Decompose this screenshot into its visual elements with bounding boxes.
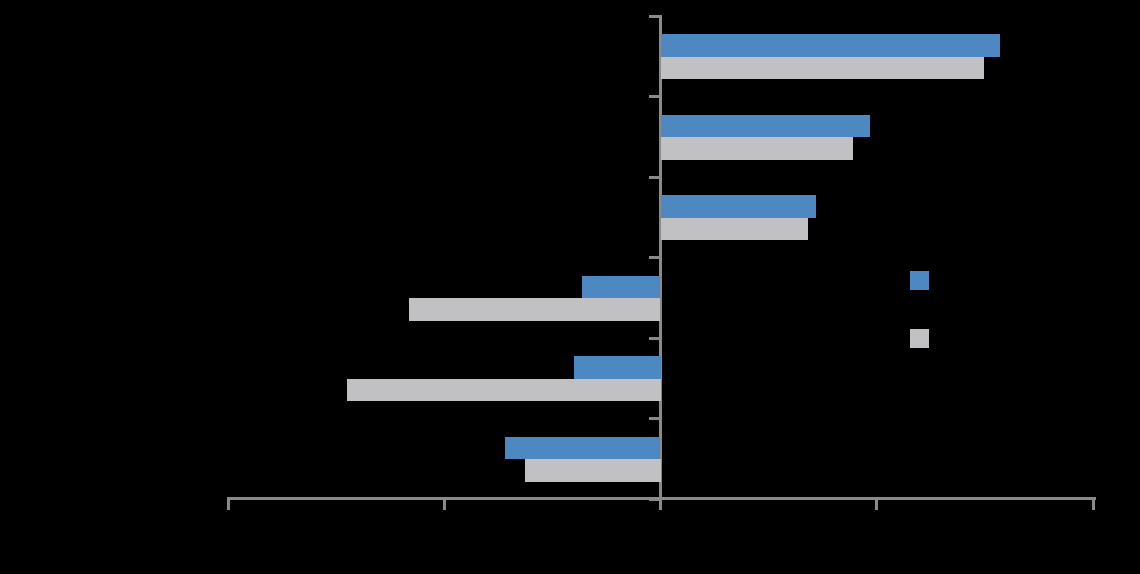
- bar-series-1-cat-2: [660, 114, 871, 138]
- legend-swatch-series-2: [910, 329, 929, 348]
- x-axis-tick: [442, 497, 446, 510]
- y-axis-tick: [649, 498, 662, 501]
- bar-series-1-cat-1: [660, 34, 1000, 57]
- x-axis-tick: [1091, 497, 1095, 510]
- bar-series-1-cat-5: [574, 356, 661, 379]
- x-axis-tick: [659, 497, 662, 510]
- x-axis-tick: [875, 497, 879, 510]
- bar-series-1-cat-4: [581, 275, 661, 299]
- x-axis-tick: [226, 497, 230, 510]
- legend-swatch-series-1: [910, 271, 929, 290]
- bar-series-2-cat-3: [660, 217, 808, 241]
- bar-series-2-cat-2: [660, 137, 853, 160]
- y-axis-tick: [649, 95, 662, 99]
- y-axis-tick: [649, 417, 662, 421]
- y-axis-tick: [649, 256, 662, 260]
- y-axis-tick: [649, 175, 662, 179]
- bar-series-2-cat-1: [660, 56, 984, 79]
- y-axis-tick: [649, 14, 662, 18]
- y-axis-tick: [649, 336, 662, 340]
- bar-series-2-cat-4: [408, 298, 661, 321]
- bar-series-2-cat-6: [525, 459, 661, 482]
- bar-series-1-cat-3: [660, 195, 817, 218]
- bar-series-2-cat-5: [346, 378, 661, 402]
- bar-series-1-cat-6: [504, 436, 661, 460]
